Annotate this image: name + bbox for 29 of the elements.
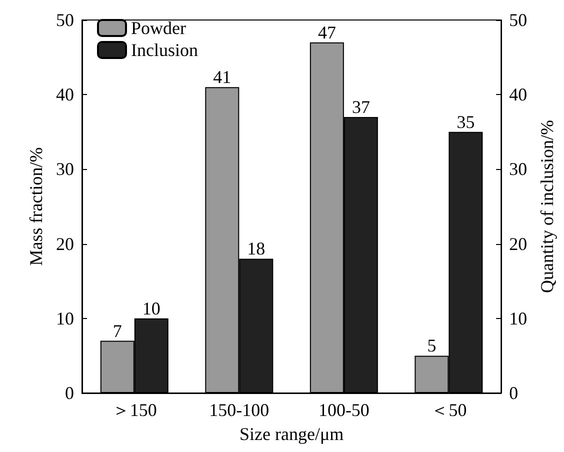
legend-label: Powder [131, 18, 186, 38]
data-label: 41 [213, 67, 232, 88]
data-label: 5 [427, 336, 436, 356]
y-tick-label: 0 [65, 383, 74, 403]
x-axis-title: Size range/μm [239, 424, 344, 444]
y-tick-label: 50 [56, 10, 74, 30]
x-tick-label: 150-100 [209, 400, 270, 420]
data-label: 47 [318, 22, 336, 42]
data-label: 18 [247, 238, 266, 259]
x-tick-label: 100-50 [318, 400, 370, 420]
y-tick-label: 40 [56, 84, 74, 105]
x-tick-label: ＜50 [430, 400, 467, 420]
y2-tick-label: 10 [509, 308, 528, 328]
data-label: 7 [112, 320, 122, 341]
x-tick-label: ＞150 [112, 400, 157, 420]
y-tick-label: 20 [56, 234, 74, 254]
y-axis-title: Mass fraction/% [26, 147, 46, 266]
y2-tick-label: 50 [509, 10, 528, 30]
data-label: 10 [142, 298, 160, 318]
data-label: 37 [352, 96, 370, 117]
y2-tick-label: 40 [509, 84, 528, 105]
y-tick-label: 10 [56, 308, 74, 328]
legend-label: Inclusion [131, 40, 198, 60]
data-label: 35 [456, 112, 475, 132]
y2-tick-label: 0 [509, 383, 518, 403]
y-tick-label: 30 [56, 159, 74, 180]
y2-tick-label: 20 [509, 234, 528, 254]
y2-axis-title: Quantity of inclusion/% [537, 120, 557, 293]
y2-tick-label: 30 [509, 159, 528, 180]
